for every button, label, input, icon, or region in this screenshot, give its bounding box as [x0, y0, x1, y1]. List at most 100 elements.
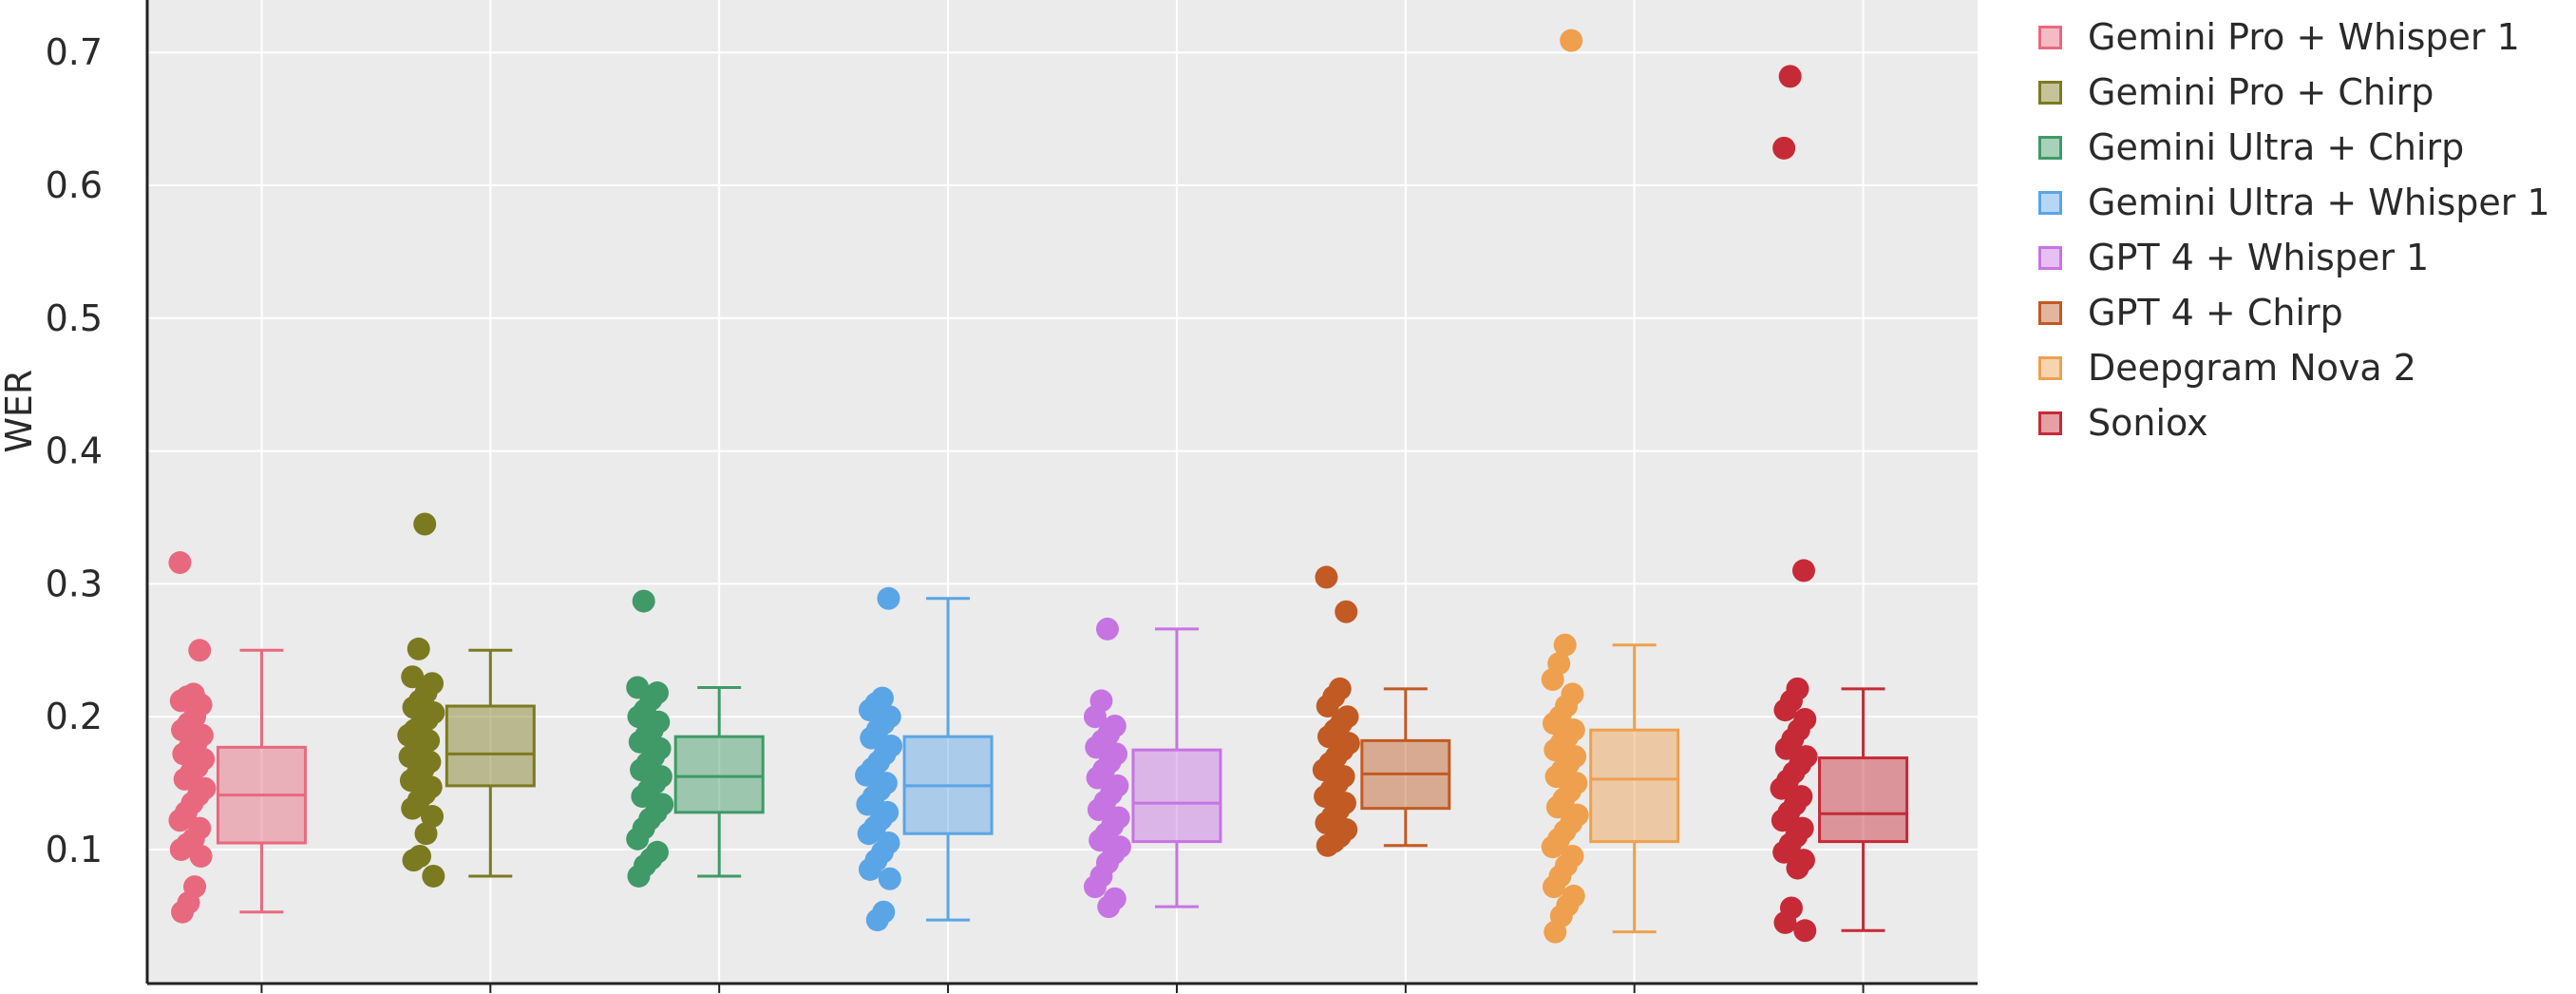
y-tick-label: 0.1 — [46, 829, 103, 870]
data-point — [626, 827, 650, 851]
legend-label: GPT 4 + Whisper 1 — [2088, 237, 2430, 278]
data-point — [1773, 910, 1797, 934]
data-point — [1083, 875, 1107, 899]
chart-marks — [168, 29, 1909, 944]
data-point — [1791, 559, 1815, 583]
data-point — [865, 908, 889, 932]
data-point — [877, 586, 900, 610]
data-point — [1771, 809, 1794, 832]
data-point — [422, 864, 445, 888]
legend-swatch — [2038, 411, 2062, 435]
legend-item[interactable]: GPT 4 + Whisper 1 — [2033, 230, 2574, 285]
data-point — [413, 512, 437, 536]
data-point — [860, 726, 883, 750]
data-point — [1541, 668, 1564, 692]
series-group — [1770, 65, 1909, 943]
series-group — [397, 512, 536, 888]
data-point — [1772, 840, 1796, 864]
y-tick-label: 0.6 — [46, 164, 103, 206]
data-point — [401, 665, 425, 689]
data-point — [857, 822, 881, 846]
series-group — [168, 551, 307, 924]
data-point — [168, 809, 192, 832]
y-tick-label: 0.5 — [46, 297, 103, 339]
data-point — [1544, 765, 1568, 789]
data-point — [169, 689, 193, 713]
legend-item[interactable]: Gemini Pro + Whisper 1 — [2033, 10, 2574, 65]
data-point — [1770, 776, 1793, 800]
y-tick-label: 0.2 — [46, 696, 103, 737]
data-point — [402, 849, 426, 872]
data-point — [1778, 65, 1802, 88]
data-point — [401, 796, 425, 820]
grid-lines — [147, 0, 1978, 984]
data-point — [1772, 136, 1796, 160]
data-point — [1097, 895, 1121, 919]
legend: Gemini Pro + Whisper 1 Gemini Pro + Chirp… — [2033, 10, 2574, 450]
data-point — [855, 763, 879, 787]
box — [1131, 748, 1222, 844]
data-point — [1095, 617, 1119, 640]
data-point — [1316, 833, 1339, 857]
data-point — [1544, 920, 1567, 944]
series-group — [626, 589, 765, 888]
data-point — [189, 844, 213, 868]
data-point — [168, 551, 192, 575]
data-point — [1541, 835, 1564, 859]
plot-background — [147, 0, 1978, 984]
legend-swatch — [2038, 135, 2062, 160]
data-point — [1335, 600, 1358, 623]
legend-label: Gemini Pro + Whisper 1 — [2088, 16, 2520, 58]
y-axis-title: WER — [0, 370, 40, 453]
series-group — [855, 586, 994, 932]
data-point — [169, 838, 193, 861]
legend-swatch — [2038, 245, 2062, 270]
data-point — [1786, 856, 1809, 880]
data-point — [173, 767, 197, 791]
legend-swatch — [2038, 25, 2062, 49]
box — [445, 704, 536, 788]
legend-swatch — [2038, 300, 2062, 325]
data-point — [1085, 736, 1108, 759]
data-point — [1560, 29, 1583, 52]
data-point — [1315, 565, 1338, 589]
legend-item[interactable]: Gemini Pro + Chirp — [2033, 65, 2574, 120]
legend-item[interactable]: Soniox — [2033, 395, 2574, 450]
data-point — [858, 857, 881, 881]
legend-label: Gemini Ultra + Whisper 1 — [2088, 182, 2550, 223]
data-point — [421, 805, 445, 829]
data-point — [407, 637, 430, 660]
axes: 0.1 0.2 0.3 0.4 0.5 0.6 0.7 — [46, 0, 1978, 993]
data-point — [628, 730, 652, 754]
data-point — [171, 900, 195, 924]
legend-label: GPT 4 + Chirp — [2088, 292, 2343, 334]
data-point — [1542, 875, 1565, 899]
box — [1589, 728, 1680, 844]
data-point — [1773, 698, 1797, 722]
y-tick-label: 0.7 — [46, 31, 103, 73]
legend-label: Gemini Pro + Chirp — [2088, 71, 2434, 113]
legend-swatch — [2038, 355, 2062, 380]
data-point — [1774, 736, 1798, 760]
legend-label: Deepgram Nova 2 — [2088, 347, 2416, 389]
data-point — [1087, 798, 1110, 822]
legend-item[interactable]: Gemini Ultra + Chirp — [2033, 120, 2574, 175]
legend-swatch — [2038, 80, 2062, 105]
data-point — [631, 785, 654, 809]
series-group — [1083, 617, 1222, 919]
legend-item[interactable]: GPT 4 + Chirp — [2033, 285, 2574, 340]
box — [673, 735, 765, 814]
data-point — [856, 793, 880, 816]
legend-item[interactable]: Gemini Ultra + Whisper 1 — [2033, 175, 2574, 230]
data-point — [878, 867, 901, 890]
legend-item[interactable]: Deepgram Nova 2 — [2033, 340, 2574, 395]
y-tick-label: 0.3 — [46, 563, 103, 604]
data-point — [414, 822, 438, 846]
data-point — [1553, 633, 1577, 657]
series-group — [1541, 29, 1680, 944]
series-group — [1312, 565, 1451, 857]
data-point — [627, 864, 651, 888]
data-point — [1086, 766, 1109, 790]
